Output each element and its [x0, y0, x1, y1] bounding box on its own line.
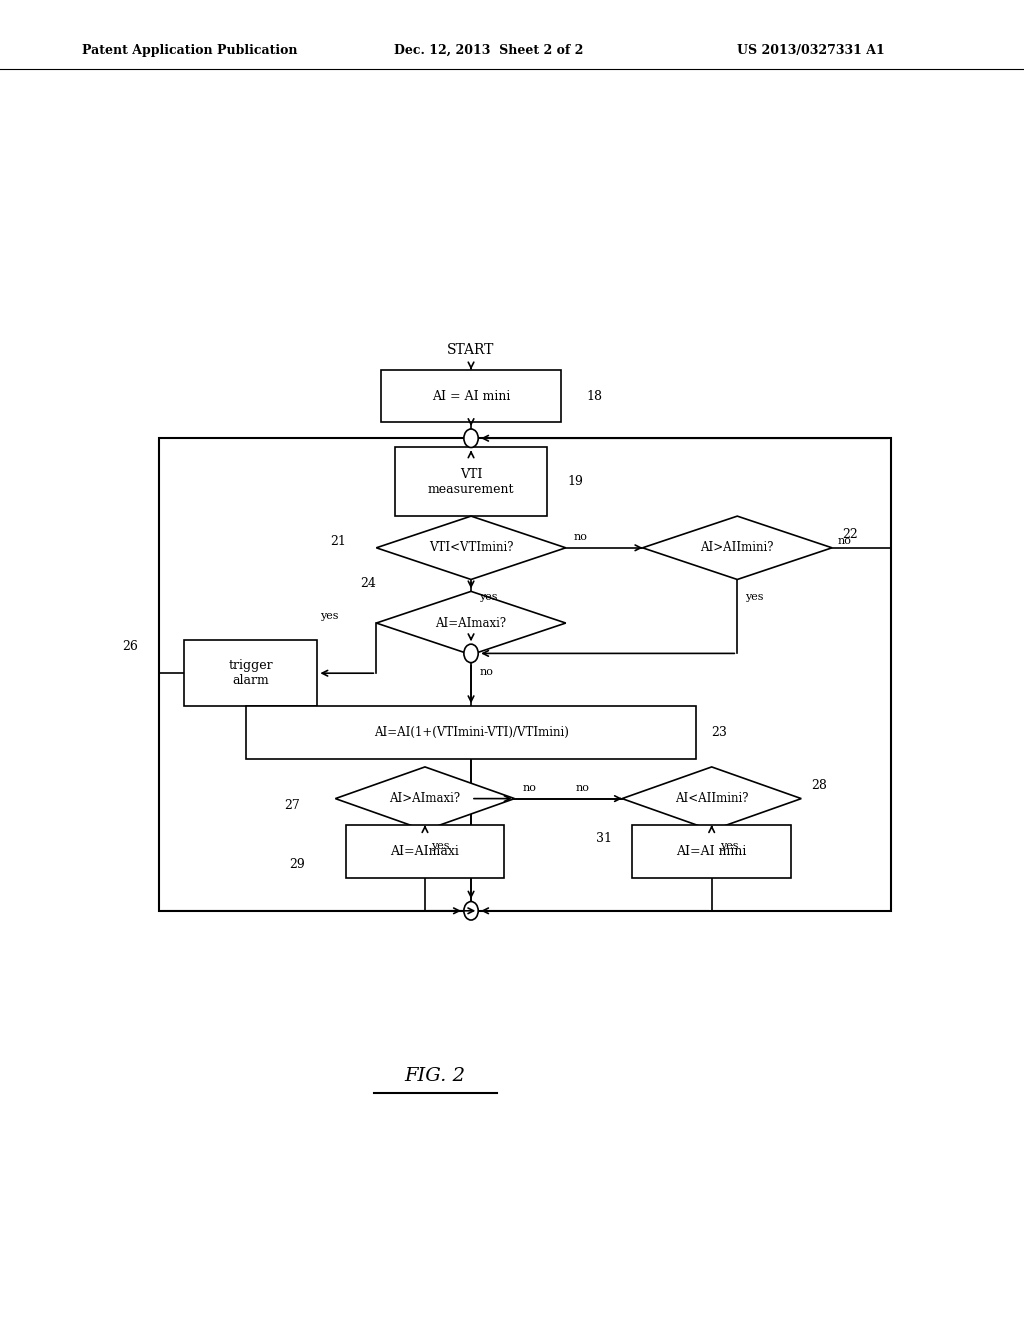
Circle shape [464, 644, 478, 663]
Text: 27: 27 [284, 799, 299, 812]
Text: no: no [479, 667, 494, 677]
Polygon shape [643, 516, 831, 579]
Circle shape [464, 429, 478, 447]
Text: 28: 28 [811, 779, 827, 792]
Text: yes: yes [431, 841, 450, 851]
Polygon shape [377, 516, 565, 579]
Text: AI=AImaxi: AI=AImaxi [390, 845, 460, 858]
Text: 31: 31 [596, 832, 611, 845]
Text: VTI
measurement: VTI measurement [428, 467, 514, 496]
Text: 18: 18 [586, 389, 602, 403]
Text: trigger
alarm: trigger alarm [228, 659, 273, 688]
Text: Dec. 12, 2013  Sheet 2 of 2: Dec. 12, 2013 Sheet 2 of 2 [394, 44, 584, 57]
Text: 26: 26 [122, 640, 138, 653]
Text: 24: 24 [360, 577, 377, 590]
FancyBboxPatch shape [395, 447, 547, 516]
Text: START: START [447, 343, 495, 356]
Text: US 2013/0327331 A1: US 2013/0327331 A1 [737, 44, 885, 57]
Text: AI=AI mini: AI=AI mini [677, 845, 746, 858]
Text: AI>AImaxi?: AI>AImaxi? [389, 792, 461, 805]
Text: no: no [838, 536, 851, 546]
Text: AI=AI(1+(VTImini-VTI)/VTImini): AI=AI(1+(VTImini-VTI)/VTImini) [374, 726, 568, 739]
FancyBboxPatch shape [184, 640, 317, 706]
Circle shape [464, 902, 478, 920]
Polygon shape [336, 767, 514, 830]
Text: no: no [575, 783, 590, 793]
FancyBboxPatch shape [632, 825, 791, 878]
FancyBboxPatch shape [382, 370, 561, 422]
Text: yes: yes [745, 591, 764, 602]
Text: AI=AImaxi?: AI=AImaxi? [435, 616, 507, 630]
FancyBboxPatch shape [345, 825, 504, 878]
Polygon shape [622, 767, 801, 830]
Text: 22: 22 [842, 528, 858, 541]
Text: FIG. 2: FIG. 2 [404, 1067, 466, 1085]
Text: Patent Application Publication: Patent Application Publication [82, 44, 297, 57]
Text: yes: yes [720, 841, 738, 851]
Text: 23: 23 [712, 726, 728, 739]
Text: AI<AIImini?: AI<AIImini? [675, 792, 749, 805]
Text: 29: 29 [289, 858, 305, 871]
Text: AI>AIImini?: AI>AIImini? [700, 541, 774, 554]
Polygon shape [377, 591, 565, 655]
Text: yes: yes [479, 591, 498, 602]
FancyBboxPatch shape [246, 706, 696, 759]
Text: AI = AI mini: AI = AI mini [432, 389, 510, 403]
Text: 21: 21 [330, 535, 346, 548]
Text: no: no [522, 783, 537, 793]
Text: no: no [573, 532, 588, 543]
Text: VTI<VTImini?: VTI<VTImini? [429, 541, 513, 554]
Text: 19: 19 [567, 475, 584, 488]
Text: yes: yes [321, 611, 339, 622]
